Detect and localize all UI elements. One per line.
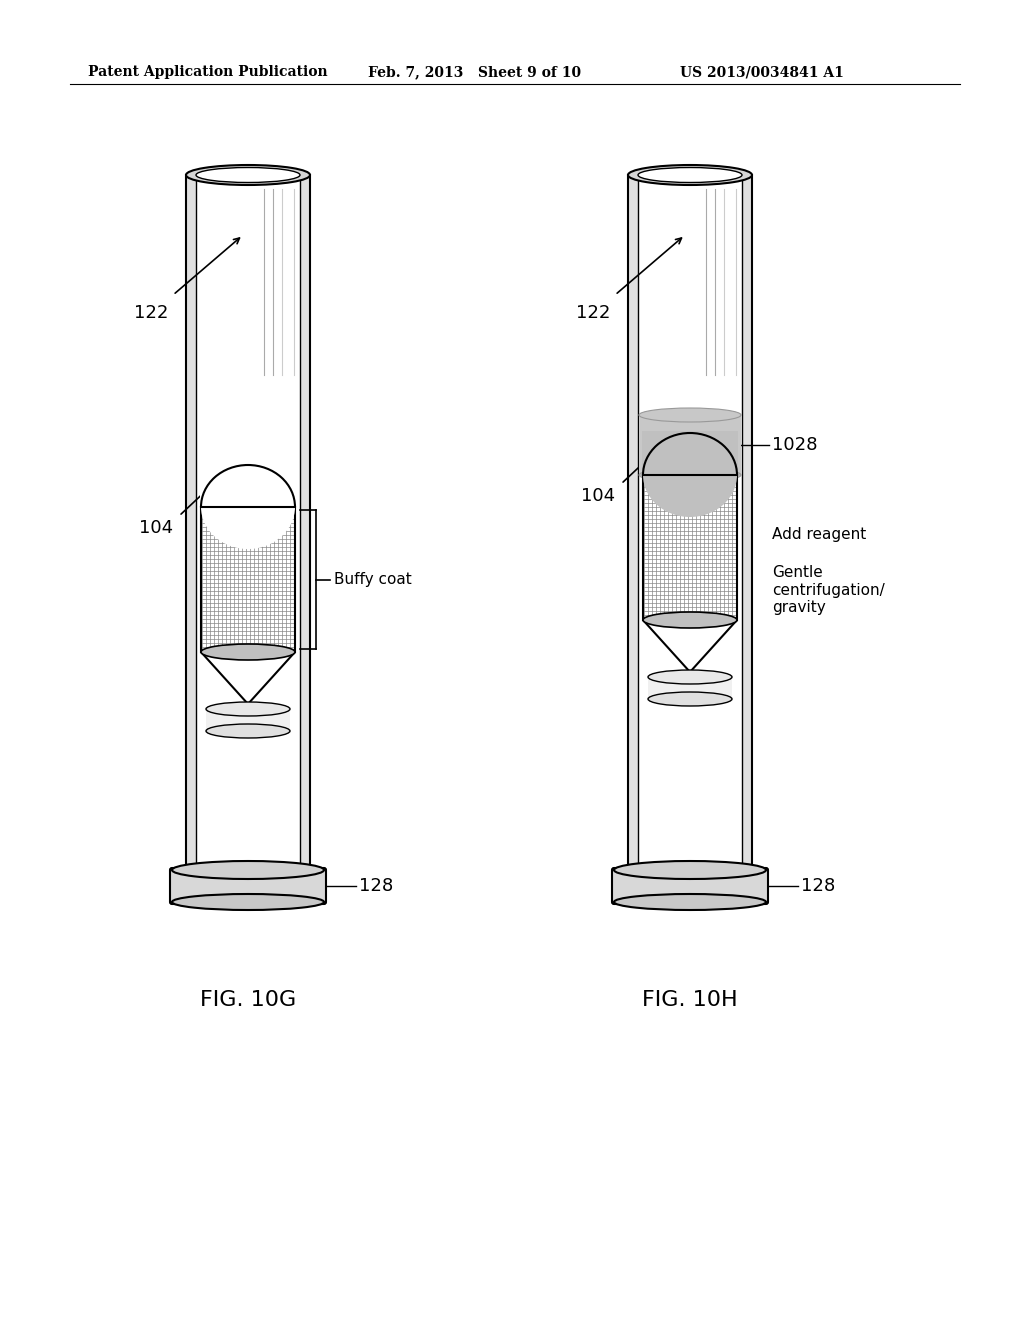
Ellipse shape [639, 469, 741, 482]
Ellipse shape [640, 862, 740, 878]
Ellipse shape [198, 862, 298, 878]
Bar [300, 176, 310, 870]
Bar [638, 176, 742, 870]
Ellipse shape [643, 467, 737, 483]
Ellipse shape [643, 612, 737, 628]
Text: 1028: 1028 [772, 436, 817, 454]
Text: Patent Application Publication: Patent Application Publication [88, 65, 328, 79]
Bar [642, 432, 738, 475]
Ellipse shape [206, 702, 290, 715]
Ellipse shape [196, 168, 300, 182]
Bar [196, 176, 300, 870]
Ellipse shape [638, 168, 742, 182]
Ellipse shape [201, 499, 295, 515]
FancyBboxPatch shape [170, 869, 326, 904]
Bar [186, 176, 196, 870]
Bar [742, 176, 752, 870]
Ellipse shape [639, 408, 741, 422]
Bar [628, 176, 638, 870]
Text: 128: 128 [359, 876, 393, 895]
Ellipse shape [172, 861, 324, 879]
Text: 122: 122 [133, 304, 168, 322]
Ellipse shape [201, 465, 295, 549]
Text: 104: 104 [139, 519, 173, 537]
Ellipse shape [614, 894, 766, 909]
Bar [648, 677, 732, 700]
Ellipse shape [643, 433, 737, 517]
Text: US 2013/0034841 A1: US 2013/0034841 A1 [680, 65, 844, 79]
Text: Buffy coat: Buffy coat [334, 572, 412, 587]
FancyBboxPatch shape [612, 869, 768, 904]
Ellipse shape [172, 894, 324, 909]
Polygon shape [643, 620, 737, 672]
Text: Add reagent: Add reagent [772, 528, 866, 543]
Bar [200, 463, 296, 507]
Text: FIG. 10H: FIG. 10H [642, 990, 738, 1010]
Text: Gentle
centrifugation/
gravity: Gentle centrifugation/ gravity [772, 565, 885, 615]
Ellipse shape [628, 165, 752, 185]
Ellipse shape [648, 692, 732, 706]
Bar [206, 709, 290, 731]
Text: 104: 104 [581, 487, 615, 506]
Ellipse shape [648, 671, 732, 684]
Text: FIG. 10G: FIG. 10G [200, 990, 296, 1010]
Bar [639, 414, 741, 475]
Polygon shape [201, 652, 295, 704]
Ellipse shape [186, 165, 310, 185]
Text: Feb. 7, 2013   Sheet 9 of 10: Feb. 7, 2013 Sheet 9 of 10 [368, 65, 582, 79]
Ellipse shape [206, 723, 290, 738]
Text: 122: 122 [575, 304, 610, 322]
Ellipse shape [201, 644, 295, 660]
Ellipse shape [614, 861, 766, 879]
Text: 128: 128 [801, 876, 836, 895]
